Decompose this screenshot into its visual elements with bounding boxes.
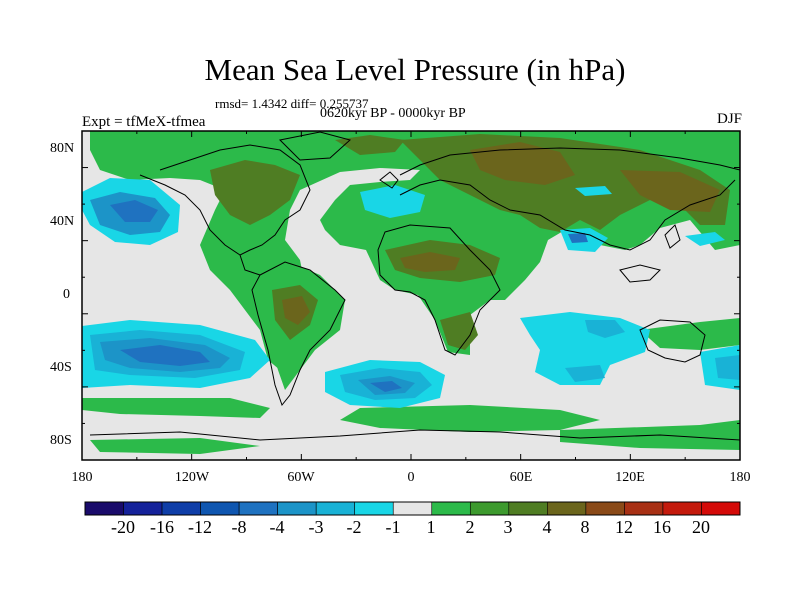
- lon-label-120w: 120W: [174, 470, 210, 485]
- legend-label-minus8: -8: [231, 517, 247, 537]
- south-africa-positive: [440, 312, 478, 350]
- lat-label-equator: 0: [63, 287, 70, 302]
- legend-swatch: [469, 501, 510, 516]
- legend-label-2: 2: [465, 517, 475, 537]
- sahara-peak-positive: [400, 252, 460, 272]
- legend-label-minus4: -4: [269, 517, 285, 537]
- south-west-pacific-negative-2: [715, 355, 740, 380]
- legend-swatch: [662, 501, 702, 516]
- lon-label-0: 0: [407, 470, 415, 485]
- season-label: DJF: [716, 111, 742, 127]
- legend-swatch: [354, 501, 394, 516]
- axis-ticks: [81, 130, 741, 461]
- legend-label-minus20: -20: [111, 517, 135, 537]
- legend-swatch: [84, 501, 124, 516]
- lat-label-40n: 40N: [50, 214, 75, 229]
- south-atlantic-negative-4: [370, 381, 402, 392]
- experiment-label: Expt = tfMeX-tfmea: [82, 114, 206, 130]
- legend-label-3: 3: [503, 517, 513, 537]
- legend-swatch: [585, 501, 625, 516]
- lon-label-180e: 180: [729, 470, 751, 485]
- north-pacific-negative-3: [110, 200, 158, 222]
- legend-swatch: [315, 501, 356, 516]
- legend-swatch: [431, 501, 471, 516]
- legend-label-20: 20: [692, 517, 710, 537]
- lon-label-60e: 60E: [509, 470, 533, 485]
- northeast-asia-negative: [575, 186, 612, 196]
- north-atlantic-negative: [360, 185, 425, 218]
- legend-swatch: [392, 501, 433, 516]
- indian-ocean-negative-3: [565, 365, 605, 382]
- lat-label-80n: 80N: [50, 141, 75, 156]
- legend-label-minus1: -1: [385, 517, 401, 537]
- lon-label-120e: 120E: [615, 470, 645, 485]
- legend-swatch: [508, 501, 548, 516]
- legend-frame: [84, 501, 741, 516]
- legend-label-16: 16: [653, 517, 671, 537]
- southern-ocean-positive-1: [82, 398, 270, 418]
- legend-swatch: [161, 501, 201, 516]
- coastlines: [89, 131, 740, 441]
- tibet-negative-2: [568, 233, 588, 243]
- legend-swatch: [277, 501, 317, 516]
- legend-swatch: [547, 501, 587, 516]
- west-pacific-negative: [685, 232, 725, 246]
- legend-swatch: [200, 501, 240, 516]
- lon-label-60w: 60W: [287, 470, 315, 485]
- lat-label-80s: 80S: [50, 433, 72, 448]
- antarctic-positive: [90, 438, 260, 454]
- color-legend: [84, 501, 741, 516]
- asia-peak-positive: [470, 142, 575, 185]
- north-atlantic-positive: [335, 135, 405, 155]
- subtropical-pacific-positive: [640, 318, 740, 350]
- legend-swatch: [123, 501, 163, 516]
- period-line: 0620kyr BP - 0000kyr BP: [320, 106, 466, 121]
- brazil-peak-positive: [282, 296, 310, 325]
- stats-line: rmsd= 1.4342 diff= 0.255737: [215, 96, 369, 111]
- lon-label-180w: 180: [71, 470, 93, 485]
- south-pacific-negative-4: [120, 345, 210, 366]
- siberia-peak-positive: [620, 170, 720, 212]
- legend-swatch: [701, 501, 741, 516]
- indian-ocean-negative-2: [585, 320, 625, 338]
- legend-label-minus16: -16: [150, 517, 174, 537]
- legend-label-minus2: -2: [346, 517, 362, 537]
- legend-label-minus3: -3: [308, 517, 324, 537]
- legend-label-minus12: -12: [188, 517, 212, 537]
- chart-title: Mean Sea Level Pressure (in hPa): [204, 52, 626, 87]
- legend-label-8: 8: [580, 517, 590, 537]
- legend-swatch: [238, 501, 278, 516]
- legend-label-4: 4: [542, 517, 552, 537]
- anomaly-field: [82, 131, 740, 460]
- legend-label-1: 1: [426, 517, 436, 537]
- legend-label-12: 12: [615, 517, 633, 537]
- southern-ocean-positive-2: [340, 405, 600, 432]
- lat-label-40s: 40S: [50, 360, 72, 375]
- north-america-positive: [210, 160, 300, 225]
- legend-swatch: [624, 501, 664, 516]
